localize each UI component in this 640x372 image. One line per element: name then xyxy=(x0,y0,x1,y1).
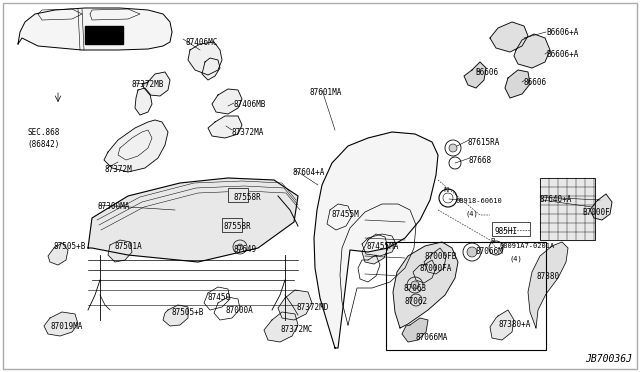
Polygon shape xyxy=(135,88,152,115)
Polygon shape xyxy=(362,234,388,264)
Text: 87000A: 87000A xyxy=(225,306,253,315)
Polygon shape xyxy=(142,72,170,96)
Text: 87668: 87668 xyxy=(469,156,492,165)
Text: 87372MD: 87372MD xyxy=(297,303,330,312)
Text: B6606+A: B6606+A xyxy=(546,50,579,59)
Polygon shape xyxy=(402,318,428,342)
Text: 87455M: 87455M xyxy=(332,210,360,219)
Text: 87372M: 87372M xyxy=(104,165,132,174)
Text: 87558R: 87558R xyxy=(233,193,260,202)
Text: 87455MA: 87455MA xyxy=(367,242,399,251)
Polygon shape xyxy=(464,62,486,88)
Bar xyxy=(492,222,530,236)
Text: 87640+A: 87640+A xyxy=(540,195,572,204)
Polygon shape xyxy=(327,204,352,230)
Polygon shape xyxy=(413,260,436,283)
Bar xyxy=(228,188,248,202)
Polygon shape xyxy=(362,234,396,256)
Text: 87372MA: 87372MA xyxy=(232,128,264,137)
Polygon shape xyxy=(590,194,612,220)
Polygon shape xyxy=(514,34,550,68)
Text: 87000FB: 87000FB xyxy=(425,252,458,261)
Text: (86842): (86842) xyxy=(27,140,60,149)
Text: 87300MA: 87300MA xyxy=(97,202,129,211)
Polygon shape xyxy=(490,22,528,52)
Text: 87649: 87649 xyxy=(234,245,257,254)
Text: 87066MA: 87066MA xyxy=(416,333,449,342)
Text: 87406MC: 87406MC xyxy=(186,38,218,47)
Circle shape xyxy=(467,247,477,257)
Bar xyxy=(540,178,595,240)
Text: B6606+A: B6606+A xyxy=(546,28,579,37)
Text: 87062: 87062 xyxy=(405,297,428,306)
Polygon shape xyxy=(88,178,298,262)
Polygon shape xyxy=(278,290,312,320)
Bar xyxy=(85,26,123,44)
Text: 87505+B: 87505+B xyxy=(53,242,85,251)
Text: 87019MA: 87019MA xyxy=(50,322,83,331)
Text: 87406MB: 87406MB xyxy=(233,100,266,109)
Text: 08918-60610: 08918-60610 xyxy=(456,198,503,204)
Bar xyxy=(222,218,242,232)
Text: B6606: B6606 xyxy=(475,68,498,77)
Text: 87066M: 87066M xyxy=(476,247,504,256)
Text: (4): (4) xyxy=(510,255,523,262)
Polygon shape xyxy=(424,248,446,274)
Text: 87380+A: 87380+A xyxy=(499,320,531,329)
Text: (4): (4) xyxy=(466,210,479,217)
Circle shape xyxy=(411,281,419,289)
Circle shape xyxy=(449,144,457,152)
Text: 87372MB: 87372MB xyxy=(132,80,164,89)
Text: 87604+A: 87604+A xyxy=(293,168,325,177)
Bar xyxy=(228,188,248,202)
Text: JB70036J: JB70036J xyxy=(585,354,632,364)
Text: 87380: 87380 xyxy=(537,272,560,281)
Text: 985HI: 985HI xyxy=(495,227,518,236)
Text: SEC.868: SEC.868 xyxy=(27,128,60,137)
Bar xyxy=(540,178,595,240)
Text: 86606: 86606 xyxy=(524,78,547,87)
Polygon shape xyxy=(505,70,530,98)
Text: 87063: 87063 xyxy=(404,284,427,293)
Polygon shape xyxy=(202,58,220,80)
Text: 87450: 87450 xyxy=(207,293,230,302)
Text: B7000F: B7000F xyxy=(582,208,610,217)
Polygon shape xyxy=(108,240,132,262)
Text: 87372MC: 87372MC xyxy=(281,325,314,334)
Bar xyxy=(386,242,546,350)
Polygon shape xyxy=(528,242,568,328)
Polygon shape xyxy=(163,305,188,326)
Text: B: B xyxy=(490,238,495,244)
Polygon shape xyxy=(314,132,438,348)
Circle shape xyxy=(237,244,243,250)
Polygon shape xyxy=(490,310,514,340)
Text: 87501A: 87501A xyxy=(114,242,141,251)
Polygon shape xyxy=(208,116,242,138)
Polygon shape xyxy=(48,243,68,265)
Bar xyxy=(222,218,242,232)
Polygon shape xyxy=(212,89,242,114)
Text: 08091A7-0201A: 08091A7-0201A xyxy=(500,243,556,249)
Text: 87558R: 87558R xyxy=(223,222,251,231)
Text: 87505+B: 87505+B xyxy=(172,308,204,317)
Polygon shape xyxy=(393,242,458,328)
Polygon shape xyxy=(188,42,222,75)
Polygon shape xyxy=(18,8,172,50)
Text: N: N xyxy=(443,187,448,193)
Polygon shape xyxy=(264,312,298,342)
Text: 87615RA: 87615RA xyxy=(468,138,500,147)
Polygon shape xyxy=(104,120,168,172)
Text: 87000FA: 87000FA xyxy=(420,264,452,273)
Polygon shape xyxy=(44,312,78,336)
Text: 87601MA: 87601MA xyxy=(310,88,342,97)
